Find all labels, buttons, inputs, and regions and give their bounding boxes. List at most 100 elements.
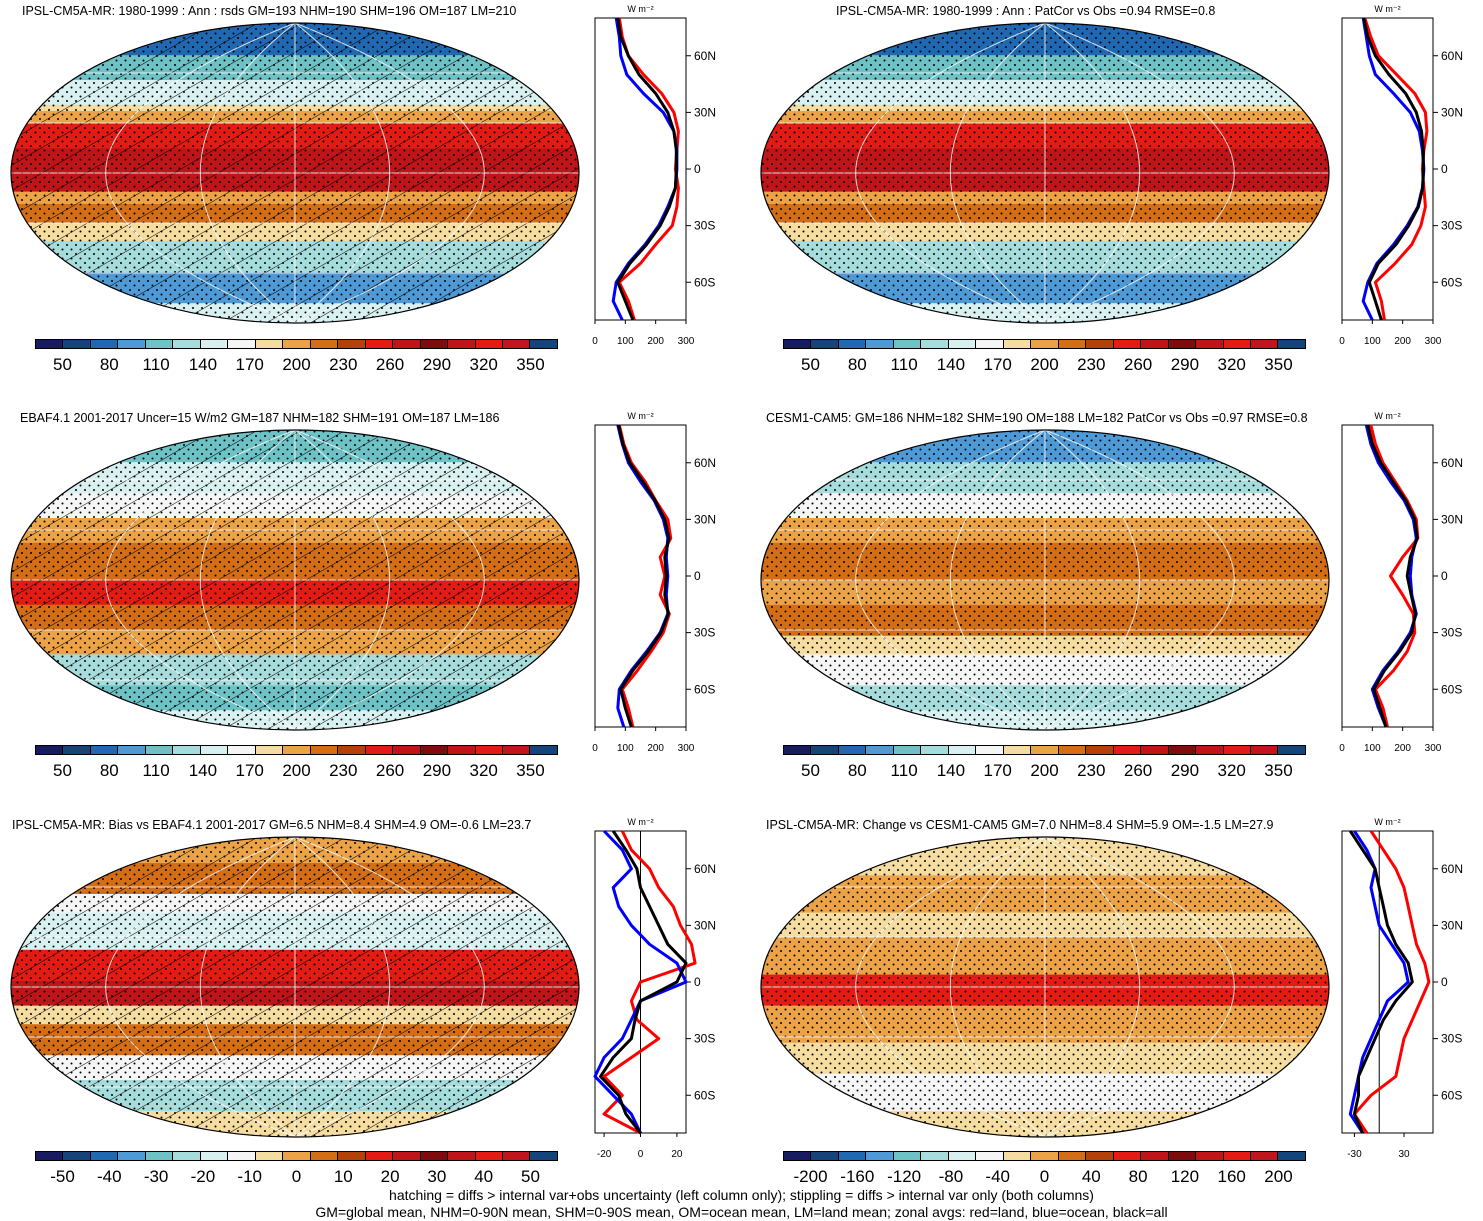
colorbar-swatch <box>1250 746 1279 754</box>
colorbar-swatch <box>200 340 229 348</box>
map-border <box>10 429 580 731</box>
colorbar-swatch <box>283 746 311 754</box>
colorbar-swatch <box>838 1152 867 1160</box>
colorbar-tick-label: 170 <box>235 355 264 374</box>
zonal-units: W m⁻² <box>627 411 653 421</box>
colorbar-tick-label: 40 <box>1081 1167 1101 1186</box>
zonal-frame <box>594 424 687 728</box>
zonal-line-land <box>617 17 680 321</box>
colorbar-swatch <box>976 746 1004 754</box>
colorbar-swatch <box>1250 1152 1279 1160</box>
lat-tick-label: 0 <box>1441 569 1448 583</box>
map-border <box>760 22 1330 324</box>
colorbar-swatch <box>893 746 922 754</box>
graticule-meridian <box>855 430 1046 730</box>
lat-tick-label: 30S <box>694 219 715 233</box>
colorbar-swatch <box>1168 746 1197 754</box>
colorbar-4 <box>783 745 1306 755</box>
lat-tick-label: 30N <box>1441 105 1463 119</box>
zonal-frame <box>594 17 687 321</box>
lat-tick-label: 0 <box>694 162 701 176</box>
graticule-meridian <box>950 23 1046 323</box>
colorbar-swatch <box>393 340 421 348</box>
x-tick-label: -20 <box>597 1149 612 1160</box>
colorbar-swatch <box>1168 1152 1197 1160</box>
colorbar-swatch <box>255 340 284 348</box>
colorbar-tick-label: 40 <box>474 1167 494 1186</box>
colorbar-swatch <box>1086 340 1114 348</box>
lat-tick-label: 60S <box>1441 1088 1462 1102</box>
colorbar-swatch <box>530 746 557 754</box>
colorbar-swatch <box>921 340 949 348</box>
graticule-meridian <box>294 837 390 1137</box>
lat-tick-label: 30S <box>1441 219 1462 233</box>
lat-tick-label: 60N <box>694 862 716 876</box>
colorbar-swatch <box>173 746 201 754</box>
colorbar-swatch <box>1031 1152 1059 1160</box>
colorbar-tick-label: 30 <box>427 1167 447 1186</box>
colorbar-tick-label: 80 <box>1128 1167 1148 1186</box>
colorbar-tick-label: 50 <box>53 355 72 374</box>
colorbar-tick-label: 170 <box>983 355 1012 374</box>
colorbar-tick-label: -120 <box>887 1167 922 1186</box>
map-panel-2 <box>760 22 1330 324</box>
colorbar-swatch <box>1003 746 1032 754</box>
graticule-meridian <box>855 23 1046 323</box>
graticule-meridian <box>1044 837 1140 1137</box>
zonal-panel-5: W m⁻² 60N 30N 0 30S 60S -20 0 20 <box>593 817 716 1160</box>
map-panel-6 <box>760 836 1330 1138</box>
colorbar-swatch <box>310 340 339 348</box>
lat-tick-label: 30N <box>694 105 716 119</box>
colorbar-5 <box>35 1151 558 1161</box>
colorbar-tick-label: 290 <box>422 355 452 374</box>
lat-tick-label: 30N <box>1441 512 1463 526</box>
lat-tick-label: 30N <box>694 918 716 932</box>
colorbar-swatch <box>36 746 64 754</box>
colorbar-tick-label: 80 <box>99 761 119 780</box>
x-tick-label: 0 <box>592 336 598 347</box>
colorbar-tick-label: -40 <box>97 1167 122 1186</box>
map-border <box>760 836 1330 1138</box>
lat-tick-label: 60S <box>1441 682 1462 696</box>
lat-tick-label: 0 <box>694 569 701 583</box>
lat-tick-label: 30S <box>1441 626 1462 640</box>
colorbar-tick-label: 140 <box>188 761 218 780</box>
colorbar-swatch <box>1058 340 1087 348</box>
zonal-panel-6: W m⁻² 60N 30N 0 30S 60S -30 30 <box>1341 817 1463 1160</box>
colorbar-swatch <box>90 340 119 348</box>
colorbar-tick-label: 230 <box>1077 355 1106 374</box>
colorbar-swatch <box>420 1152 449 1160</box>
colorbar-swatch <box>893 340 922 348</box>
colorbar-tick-label: 350 <box>1264 355 1293 374</box>
colorbar-swatch <box>1086 746 1114 754</box>
colorbar-swatch <box>310 1152 339 1160</box>
colorbar-tick-label: -30 <box>143 1167 169 1186</box>
x-tick-label: -30 <box>1347 1149 1362 1160</box>
colorbar-tick-label: 320 <box>469 761 498 780</box>
colorbar-swatch <box>475 340 503 348</box>
colorbar-tick-label: 200 <box>1264 1167 1293 1186</box>
colorbar-tick-label: 80 <box>847 355 867 374</box>
lat-tick-label: 0 <box>1441 975 1448 989</box>
colorbar-swatch <box>1141 340 1169 348</box>
colorbar-labels-5: -50 -40 -30 -20 -10 0 10 20 30 40 50 <box>35 1168 558 1188</box>
colorbar-swatch <box>448 340 476 348</box>
lat-tick-label: 60S <box>1441 275 1462 289</box>
footer-line-2: GM=global mean, NHM=0-90N mean, SHM=0-90… <box>315 1204 1168 1220</box>
colorbar-swatch <box>530 1152 557 1160</box>
colorbar-labels-2: 50 80 110 140 170 200 230 260 290 320 350 <box>783 356 1306 376</box>
colorbar-swatch <box>173 340 201 348</box>
x-tick-label: 20 <box>671 1149 683 1160</box>
lat-tick-label: 30S <box>694 626 715 640</box>
zonal-line-land <box>1369 424 1420 728</box>
colorbar-tick-label: 200 <box>282 355 311 374</box>
x-tick-label: 300 <box>1425 336 1442 347</box>
lat-tick-label: 60N <box>1441 456 1463 470</box>
colorbar-swatch <box>338 1152 366 1160</box>
colorbar-swatch <box>228 746 256 754</box>
lat-tick-label: 60N <box>1441 862 1463 876</box>
colorbar-tick-label: 140 <box>936 761 966 780</box>
graticule-meridian <box>200 837 296 1137</box>
colorbar-labels-3: 50 80 110 140 170 200 230 260 290 320 350 <box>35 762 558 782</box>
colorbar-swatch <box>838 746 867 754</box>
